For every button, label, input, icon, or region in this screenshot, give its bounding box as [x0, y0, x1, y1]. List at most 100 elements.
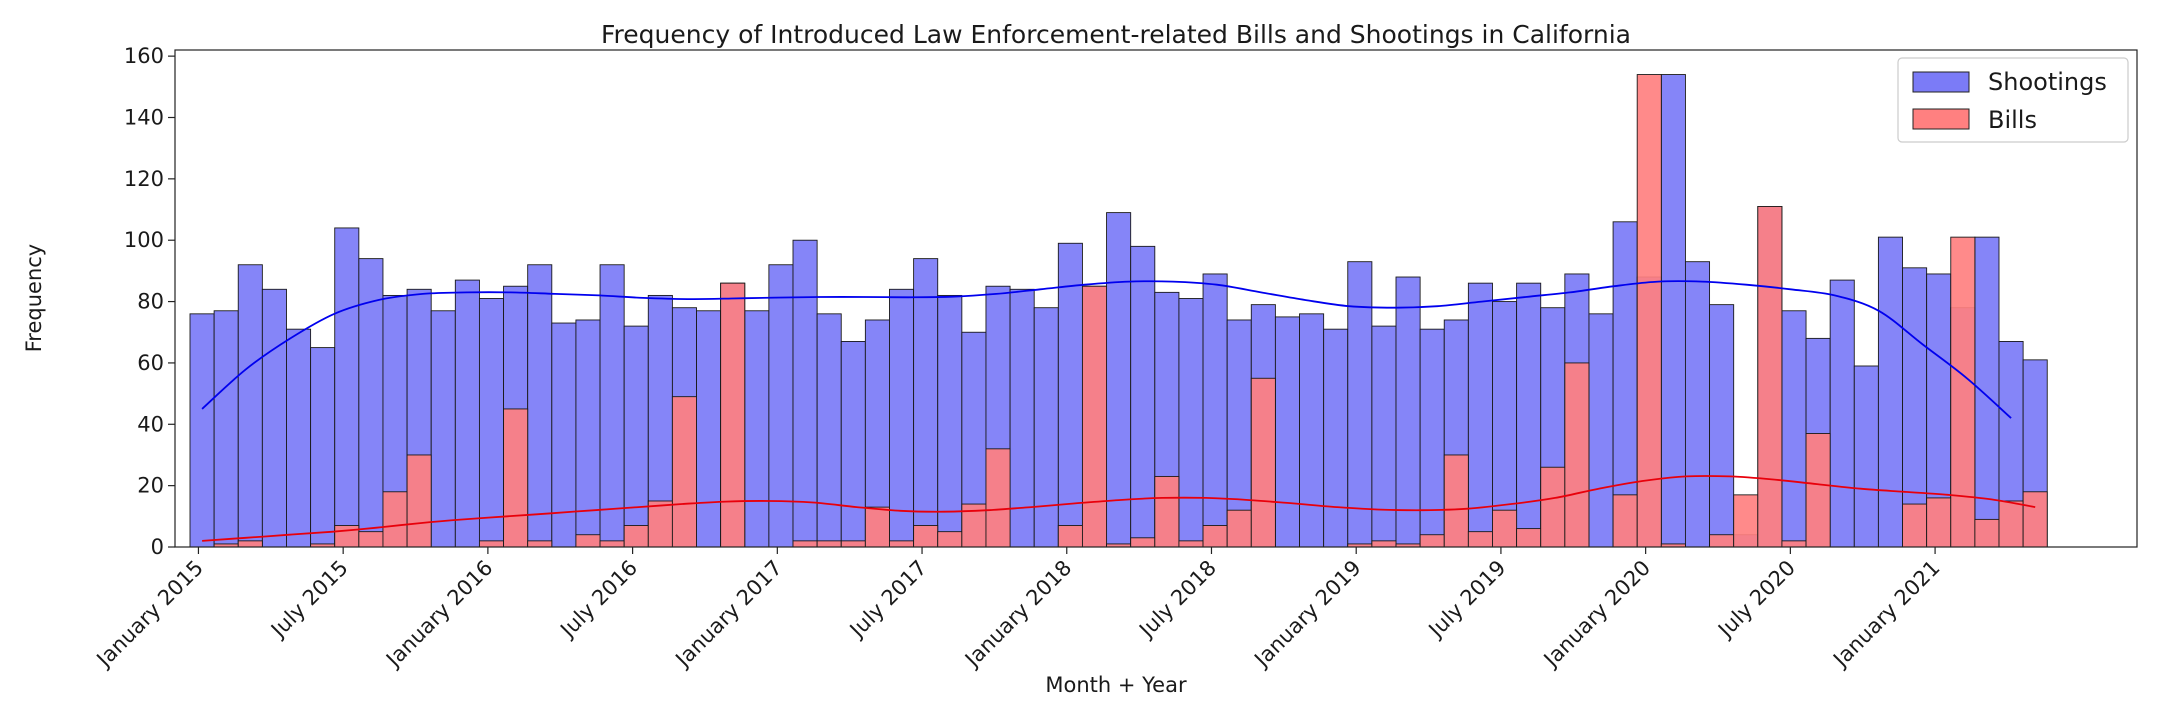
bills-bar — [478, 540, 505, 548]
bills-bar — [1950, 236, 1976, 548]
shootings-bar — [599, 264, 625, 548]
bills-bar — [1540, 466, 1566, 548]
bills-bar — [623, 525, 649, 548]
x-axis: January 2015 July 2015 January 2016 July 20… — [91, 547, 1945, 673]
x-tick-label: January 2015 — [91, 556, 208, 673]
shootings-bar — [1202, 273, 1228, 548]
bills-bar — [334, 525, 360, 548]
shootings-bar — [454, 279, 480, 548]
bars-layer — [189, 74, 2048, 548]
shootings-bar — [1612, 221, 1638, 548]
shootings-bar — [1106, 212, 1132, 548]
bills-bar — [1709, 534, 1735, 548]
shootings-bar — [527, 264, 553, 548]
x-tick-label: January 2019 — [1249, 556, 1366, 673]
shootings-bar — [744, 310, 770, 548]
shootings-bar — [575, 319, 601, 548]
shootings-bar — [1395, 276, 1421, 548]
bills-bar — [792, 540, 818, 548]
y-tick-label: 120 — [124, 167, 164, 191]
bills-bar — [1202, 525, 1228, 548]
bills-bar — [1998, 500, 2024, 548]
shootings-bar — [1516, 282, 1542, 548]
shootings-bar — [816, 313, 842, 548]
shootings-bar — [1274, 316, 1300, 548]
y-tick-label: 100 — [124, 228, 164, 252]
bills-bar — [1057, 525, 1083, 548]
shootings-bar — [334, 227, 360, 548]
shootings-bar — [1057, 242, 1083, 548]
bills-bar — [1926, 497, 1952, 548]
shootings-bar — [1130, 245, 1156, 548]
bills-bar — [1612, 494, 1638, 548]
shootings-bar — [1419, 328, 1445, 548]
x-tick-label: July 2019 — [1423, 556, 1511, 644]
shootings-bar — [237, 264, 263, 548]
bills-bar — [985, 448, 1011, 548]
shootings-bar — [1371, 325, 1397, 548]
shootings-bar — [1178, 298, 1204, 548]
y-tick-label: 80 — [137, 290, 164, 314]
plot-frame — [174, 49, 2138, 548]
chart-title: Frequency of Introduced Law Enforcement-… — [601, 20, 1631, 49]
x-tick-label: July 2018 — [1133, 556, 1221, 644]
shootings-bar — [1323, 328, 1349, 548]
shootings-bar — [1226, 319, 1252, 548]
bills-bar — [647, 500, 673, 548]
x-tick-label: January 2017 — [670, 556, 787, 673]
shootings-bar — [1877, 236, 1903, 548]
y-tick-label: 0 — [151, 535, 164, 559]
x-tick-label: July 2020 — [1712, 556, 1800, 644]
bills-bar — [720, 282, 746, 548]
y-tick-label: 160 — [124, 44, 164, 68]
bills-bar — [1733, 494, 1759, 548]
bills-bar — [503, 408, 529, 548]
shootings-bar — [189, 313, 215, 548]
y-tick-label: 140 — [124, 105, 164, 129]
bills-bar — [1757, 206, 1783, 548]
bills-bar — [382, 491, 408, 548]
shootings-bar — [1467, 282, 1493, 548]
shootings-bar — [1781, 310, 1807, 548]
bills-bar — [237, 540, 263, 548]
bills-bar — [1492, 509, 1518, 548]
bills-bar — [1636, 74, 1662, 548]
bills-bar — [1419, 534, 1445, 548]
x-tick-label: July 2016 — [555, 556, 643, 644]
y-tick-label: 20 — [137, 474, 164, 498]
bills-bar — [575, 534, 601, 548]
bills-bar — [864, 506, 890, 548]
bills-bar — [937, 531, 963, 548]
shootings-bar — [1588, 313, 1614, 548]
shootings-bar — [430, 310, 456, 548]
shootings-bar — [261, 288, 287, 548]
shootings-bar — [623, 325, 649, 548]
legend-swatch-bills — [1912, 108, 1970, 130]
bills-bar — [671, 396, 697, 548]
legend-label-bills: Bills — [1988, 106, 2037, 134]
legend-swatch-shootings — [1912, 71, 1970, 93]
bills-bar — [1130, 537, 1156, 548]
y-axis: 0 20 40 60 80 100 120 140 160 — [124, 44, 175, 559]
x-tick-label: January 2020 — [1538, 556, 1655, 673]
x-tick-label: January 2016 — [380, 556, 497, 673]
bills-bar — [840, 540, 866, 548]
y-axis-label: Frequency — [22, 244, 46, 353]
shootings-bar — [1347, 261, 1373, 548]
shootings-bar — [913, 258, 939, 548]
shootings-bar — [1033, 307, 1059, 548]
shootings-bar — [1829, 279, 1855, 548]
bills-bar — [1178, 540, 1204, 548]
shootings-bar — [1660, 74, 1686, 548]
shootings-bar — [840, 341, 866, 548]
x-tick-label: January 2018 — [959, 556, 1076, 673]
bills-trend-line — [202, 475, 2036, 542]
x-tick-label: July 2017 — [844, 556, 932, 644]
shootings-bar — [213, 310, 239, 548]
bills-bar — [1250, 377, 1276, 548]
bills-bar — [913, 525, 939, 548]
bills-bar — [2022, 491, 2048, 548]
shootings-bar — [1974, 236, 2000, 548]
shootings-bar — [1709, 304, 1735, 548]
